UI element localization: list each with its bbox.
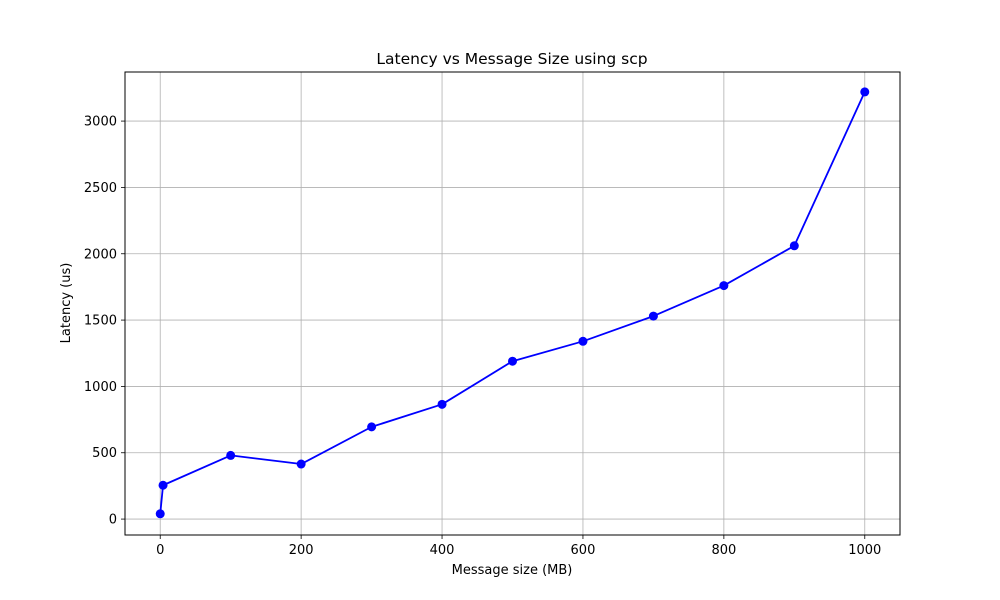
y-tick-label: 1500 xyxy=(84,314,117,329)
series-layer xyxy=(155,87,870,519)
data-point xyxy=(296,459,306,469)
plot-frame xyxy=(124,71,901,536)
data-point xyxy=(648,311,658,321)
x-tick-label: 800 xyxy=(711,543,736,558)
x-tick-label: 0 xyxy=(156,543,164,558)
y-tick-label: 1000 xyxy=(84,380,117,395)
x-tick-label: 200 xyxy=(289,543,314,558)
x-tick-label: 400 xyxy=(430,543,455,558)
y-tick-label: 3000 xyxy=(84,115,117,130)
data-point xyxy=(155,509,165,519)
data-point xyxy=(508,356,517,366)
x-axis-label: Message size (MB) xyxy=(452,563,573,578)
chart-title: Latency vs Message Size using scp xyxy=(376,50,647,68)
data-point xyxy=(437,399,447,409)
series-line xyxy=(159,91,866,514)
x-tick-label: 600 xyxy=(571,543,596,558)
y-axis-label: Latency (us) xyxy=(59,263,74,344)
y-tick-label: 2500 xyxy=(84,181,117,196)
x-tick-label: 1000 xyxy=(848,543,881,558)
data-point xyxy=(719,281,729,291)
y-tick-label: 0 xyxy=(109,513,117,528)
axis-ticks: 0 200 400 600 800 1000 0 500 1000 1500 2000 2500 300… xyxy=(84,115,881,558)
data-point xyxy=(789,241,799,251)
y-tick-label: 2000 xyxy=(84,247,117,262)
data-point xyxy=(226,450,236,460)
data-point xyxy=(578,336,588,346)
data-point xyxy=(860,87,870,97)
data-point xyxy=(367,422,377,432)
grid-lines xyxy=(125,72,900,535)
data-point xyxy=(158,480,168,490)
y-tick-label: 500 xyxy=(92,446,117,461)
